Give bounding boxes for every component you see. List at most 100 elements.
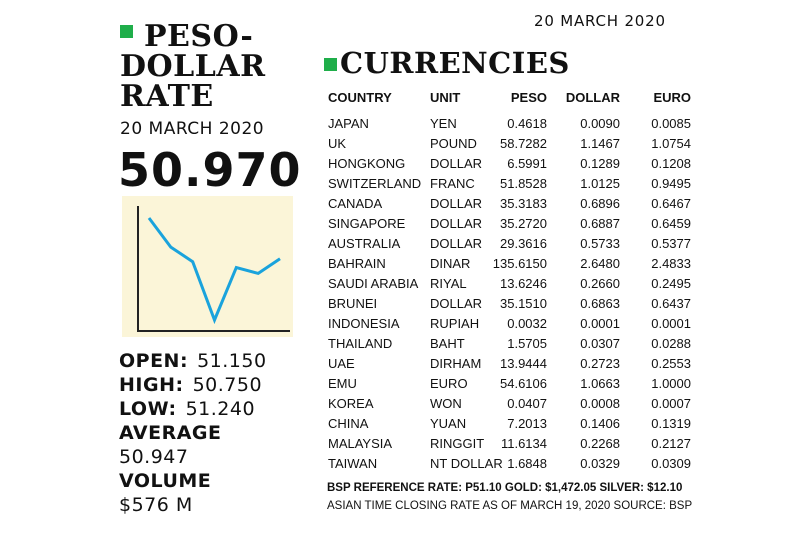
peso-cell: 7.2013 [507,416,547,431]
table-row: CANADA DOLLAR 35.3183 0.6896 0.6467 [326,194,691,214]
rate-stats: OPEN: 51.150 HIGH: 50.750 LOW: 51.240 AVERAGE 5… [119,349,267,517]
euro-cell: 0.6467 [651,196,691,211]
unit-cell: POUND [430,136,477,151]
unit-cell: BAHT [430,336,465,351]
euro-cell: 0.2553 [651,356,691,371]
stat-row: 50.947 [119,445,267,469]
country-cell: KOREA [328,396,374,411]
header-unit: UNIT [430,90,461,105]
unit-cell: DINAR [430,256,471,271]
dollar-cell: 0.0001 [580,316,620,331]
euro-cell: 0.1208 [651,156,691,171]
table-row: BRUNEI DOLLAR 35.1510 0.6863 0.6437 [326,294,691,314]
peso-cell: 51.8528 [500,176,547,191]
euro-cell: 1.0754 [651,136,691,151]
euro-cell: 0.9495 [651,176,691,191]
country-cell: BAHRAIN [328,256,386,271]
table-row: KOREA WON 0.0407 0.0008 0.0007 [326,394,691,414]
stat-value: 51.240 [185,398,256,420]
country-cell: MALAYSIA [328,436,393,451]
peso-cell: 6.5991 [507,156,547,171]
peso-cell: 58.7282 [500,136,547,151]
peso-cell: 0.0407 [507,396,547,411]
title-line: DOLLAR [120,49,266,84]
dollar-cell: 1.0125 [580,176,620,191]
closing-rate: 50.970 [118,143,302,197]
peso-cell: 11.6134 [500,436,547,451]
euro-cell: 0.6459 [651,216,691,231]
header-country: COUNTRY [328,90,392,105]
table-header: COUNTRY UNIT PESO DOLLAR EURO [326,88,691,114]
country-cell: AUSTRALIA [328,236,401,251]
dollar-cell: 0.5733 [580,236,620,251]
peso-cell: 35.3183 [500,196,547,211]
country-cell: CANADA [328,196,383,211]
unit-cell: DIRHAM [430,356,482,371]
dollar-cell: 0.1289 [580,156,620,171]
unit-cell: DOLLAR [430,216,483,231]
dollar-cell: 0.2723 [580,356,620,371]
peso-cell: 1.5705 [507,336,547,351]
unit-cell: DOLLAR [430,196,483,211]
dollar-cell: 0.0090 [580,116,620,131]
country-cell: HONGKONG [328,156,406,171]
peso-cell: 1.6848 [507,456,547,471]
peso-cell: 13.9444 [500,356,547,371]
unit-cell: RINGGIT [430,436,485,451]
euro-cell: 0.0007 [651,396,691,411]
euro-cell: 0.1319 [651,416,691,431]
table-row: EMU EURO 54.6106 1.0663 1.0000 [326,374,691,394]
title-marker-left [120,25,133,38]
table-row: MALAYSIA RINGGIT 11.6134 0.2268 0.2127 [326,434,691,454]
rate-chart [122,196,293,337]
table-row: HONGKONG DOLLAR 6.5991 0.1289 0.1208 [326,154,691,174]
table-row: THAILAND BAHT 1.5705 0.0307 0.0288 [326,334,691,354]
header-euro: EURO [653,90,691,105]
table-body: JAPAN YEN 0.4618 0.0090 0.0085 UK POUND 58.7282… [326,114,691,474]
stat-value: 51.150 [197,350,267,372]
euro-cell: 0.2495 [651,276,691,291]
peso-cell: 35.2720 [500,216,547,231]
country-cell: JAPAN [328,116,369,131]
rate-series-line [147,217,281,325]
table-row: CHINA YUAN 7.2013 0.1406 0.1319 [326,414,691,434]
unit-cell: DOLLAR [430,236,483,251]
country-cell: CHINA [328,416,369,431]
title-line: PESO- [144,19,254,54]
title-line: RATE [120,79,214,114]
unit-cell: YUAN [430,416,467,431]
dollar-cell: 0.1406 [580,416,620,431]
dollar-cell: 1.0663 [580,376,620,391]
country-cell: UAE [328,356,355,371]
stat-row: AVERAGE [119,421,267,445]
euro-cell: 0.5377 [651,236,691,251]
unit-cell: WON [430,396,462,411]
euro-cell: 0.0309 [651,456,691,471]
currency-table: COUNTRY UNIT PESO DOLLAR EURO JAPAN YEN 0.4618… [326,88,691,474]
dollar-cell: 0.0307 [580,336,620,351]
table-row: UAE DIRHAM 13.9444 0.2723 0.2553 [326,354,691,374]
euro-cell: 0.0085 [651,116,691,131]
stat-key: OPEN: [119,350,189,372]
dollar-cell: 0.6863 [580,296,620,311]
peso-cell: 135.6150 [492,256,547,271]
country-cell: THAILAND [328,336,393,351]
unit-cell: NT DOLLAR [430,456,503,471]
stat-row: HIGH: 50.750 [119,373,267,397]
peso-dollar-title: PESO- DOLLAR RATE [120,22,300,112]
stat-key: AVERAGE [119,422,222,444]
unit-cell: YEN [430,116,457,131]
stat-key: HIGH: [119,374,184,396]
unit-cell: FRANC [430,176,475,191]
unit-cell: RUPIAH [430,316,480,331]
unit-cell: DOLLAR [430,156,483,171]
table-row: SWITZERLAND FRANC 51.8528 1.0125 0.9495 [326,174,691,194]
source-line: ASIAN TIME CLOSING RATE AS OF MARCH 19, … [327,500,693,512]
table-row: BAHRAIN DINAR 135.6150 2.6480 2.4833 [326,254,691,274]
country-cell: INDONESIA [328,316,400,331]
dollar-cell: 0.2660 [580,276,620,291]
table-row: INDONESIA RUPIAH 0.0032 0.0001 0.0001 [326,314,691,334]
stat-row: OPEN: 51.150 [119,349,267,373]
euro-cell: 0.0288 [651,336,691,351]
euro-cell: 1.0000 [651,376,691,391]
